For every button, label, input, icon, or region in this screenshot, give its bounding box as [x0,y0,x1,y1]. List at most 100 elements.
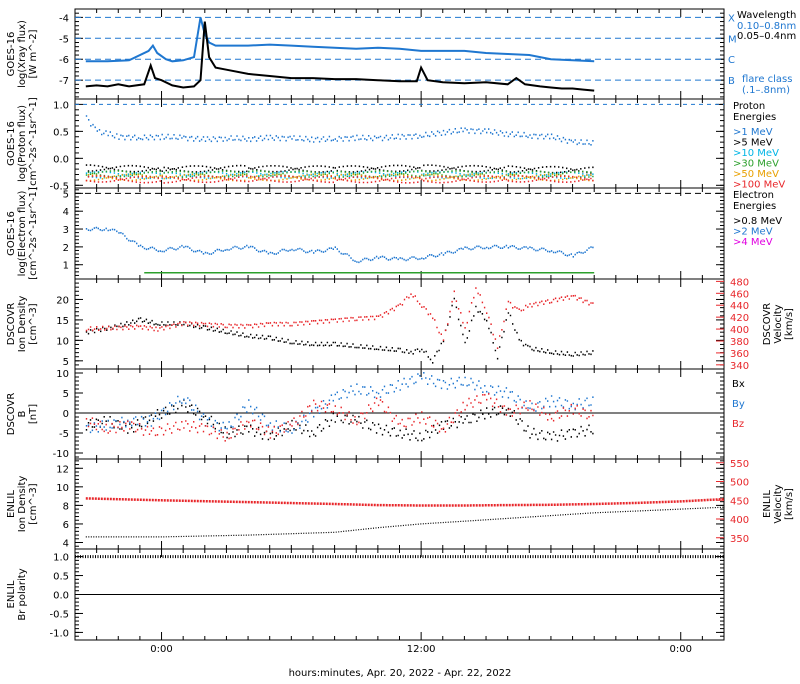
y-axis-title: [cm^-2s^-1sr^-1] [28,97,39,190]
y-tick-label: 5 [63,189,69,200]
y-tick-label: 6 [63,520,69,531]
series-points-1 [85,297,594,364]
legend-entry: (.1–.8nm) [742,85,790,96]
y-tick-label: 4 [63,207,69,218]
y-tick-label: 0.0 [53,591,69,602]
y-tick-label: -7 [59,76,69,87]
y-right-tick-label: 480 [730,277,749,288]
y-right-axis-title: [km/s] [784,488,795,520]
legend-title: Energies [733,112,776,123]
legend-entry: >1 MeV [733,127,773,138]
series-line-2 [85,497,725,507]
y-right-tick-label: 460 [730,289,749,300]
panel-proton: 1.0 0.5 0.0 -0.5 GOES-16 log(Proton flux) [cm^… [6,97,785,192]
y-right-axis-title: Velocity [773,304,784,343]
y-tick-label: -5 [59,34,69,45]
y-tick-label: 1.0 [53,100,69,111]
legend-title: Energies [733,201,776,212]
panel-frame [74,368,725,460]
panel-frame [74,187,725,280]
y-right-tick-label: 400 [730,325,749,336]
y-axis-title: B [17,410,28,417]
flare-class-letter: B [728,76,735,87]
x-tick-label: 12:00 [407,644,436,655]
y-right-tick-label: 420 [730,313,749,324]
y-tick-label: -4 [59,13,69,24]
y-tick-label: 5 [63,389,69,400]
y-axis-title: DSCOVR [6,303,17,346]
y-tick-label: -10 [53,449,69,460]
flare-class-letter: C [728,55,735,66]
y-tick-label: 5 [63,357,69,368]
y-right-axis-title: [km/s] [784,308,795,340]
legend-entry: >2 MeV [733,227,773,238]
panel-dscovr_mag: 10 5 0 -5 -10 DSCOVR B [nT] Bx By Bz [6,368,745,460]
series-points-1 [85,115,594,146]
series-points-2 [85,226,594,264]
component-label: By [732,399,745,410]
legend-entry: 0.05–0.4nm [737,31,796,42]
legend-entry: >4 MeV [733,237,773,248]
y-tick-label: 8 [63,501,69,512]
x-axis-label: hours:minutes, Apr. 20, 2022 - Apr. 22, … [289,668,512,679]
legend-entry: >0.8 MeV [733,216,782,227]
y-tick-label: 0.5 [53,127,69,138]
y-axis-title: log(Xray flux) [17,20,28,88]
y-tick-label: -0.5 [49,181,69,192]
series-points-2 [85,287,594,349]
y-tick-label: 12 [56,464,69,475]
legend-entry: 0.10–0.8nm [737,21,796,32]
y-tick-label: -0.5 [49,609,69,620]
y-tick-label: 15 [56,316,69,327]
panel-enlil_polarity: 1.0 0.5 0.0 -0.5 -1.0 ENLIL Br polarity [6,548,725,641]
legend-title: Proton [733,101,765,112]
y-tick-label: 2 [63,243,69,254]
legend-entry: >5 MeV [733,138,773,149]
y-tick-label: 1.0 [53,553,69,564]
y-tick-label: 20 [56,295,69,306]
y-right-tick-label: 350 [730,534,749,545]
y-axis-title: [W m^-2] [28,29,39,78]
legend-title: Electron [733,190,774,201]
y-tick-label: 0 [63,409,69,420]
series-points-3 [85,393,594,442]
series-line-1 [85,17,595,63]
series-points-2 [85,164,594,174]
y-axis-title: DSCOVR [6,393,17,436]
y-right-tick-label: 450 [730,496,749,507]
y-right-axis-title: Velocity [773,484,784,523]
y-axis-title: GOES-16 [6,211,17,256]
y-axis-title: ENLIL [6,490,17,518]
y-right-tick-label: 360 [730,349,749,360]
flare-class-letter: X [728,13,735,24]
legend-entry: >10 MeV [733,148,779,159]
component-label: Bz [732,419,744,430]
y-tick-label: 10 [56,369,69,380]
series-points-2 [85,372,594,434]
y-tick-label: -5 [59,429,69,440]
y-tick-label: 0.0 [53,154,69,165]
y-right-tick-label: 500 [730,478,749,489]
panel-xray: -4 -5 -6 -7 GOES-16 log(Xray flux) [W m^-2] XMC… [6,8,796,100]
y-axis-title: Br polarity [17,568,28,620]
y-tick-label: 0.5 [53,572,69,583]
y-axis-title: GOES-16 [6,32,17,77]
y-tick-label: 10 [56,483,69,494]
y-right-tick-label: 340 [730,361,749,372]
y-right-axis-title: DSCOVR [762,303,773,346]
legend-entry: >50 MeV [733,169,779,180]
legend-entry: >30 MeV [733,159,779,170]
flare-class-letter: M [728,34,737,45]
y-axis-title: GOES-16 [6,121,17,166]
y-right-tick-label: 400 [730,515,749,526]
panel-electron: 5 4 3 2 1 GOES-16 log(Electron flux) [cm^-2s^-1… [6,187,782,280]
y-axis-title: [cm^-3] [28,303,39,344]
series-line-2 [85,21,595,92]
legend-entry: >100 MeV [733,180,785,191]
y-tick-label: 10 [56,336,69,347]
y-right-tick-label: 380 [730,337,749,348]
